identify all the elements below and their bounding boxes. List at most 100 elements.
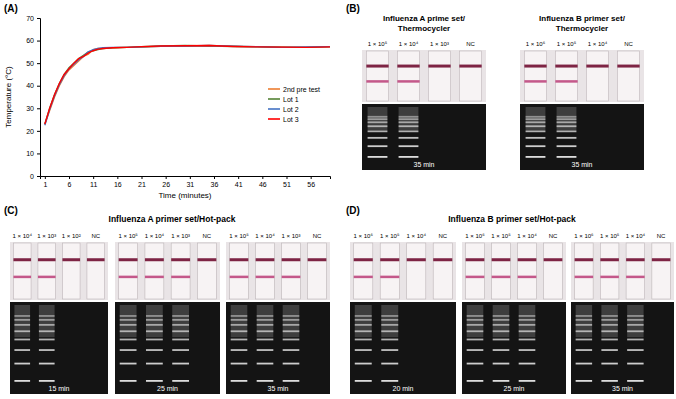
test-strip: [380, 243, 399, 299]
test-strip: [145, 243, 164, 299]
lane-label: 1 × 10³: [282, 233, 301, 239]
gel-band: [120, 319, 137, 321]
gel-band: [381, 363, 398, 365]
y-tick-mark: [37, 41, 40, 42]
gel-band: [146, 380, 163, 382]
test-strip: [197, 243, 216, 299]
lane-label: NC: [657, 233, 666, 239]
y-tick-label: 10: [26, 150, 34, 157]
gel-band: [368, 121, 388, 123]
gel-photo: [462, 302, 566, 394]
x-tick: 6: [68, 176, 72, 188]
gel-band: [519, 363, 536, 365]
gel-photo: [362, 104, 486, 170]
series-line: [45, 46, 330, 125]
gel-band: [519, 330, 536, 332]
strip-photo: [520, 50, 644, 102]
test-strip: [366, 51, 388, 101]
control-band: [62, 258, 80, 261]
gel-band: [120, 380, 137, 382]
lane-label: 1 × 10⁴: [255, 233, 275, 239]
gel-band: [557, 156, 577, 158]
gel-time: 35 min: [612, 385, 633, 392]
gel-band: [519, 315, 536, 317]
x-tick-label: 16: [114, 181, 122, 188]
panel: (B)Influenza A prime set/Thermocycler1 ×…: [346, 3, 644, 170]
strip-photo: [115, 242, 220, 300]
x-tick-mark: [166, 176, 167, 179]
gel-smear: [493, 305, 510, 337]
gel-smear: [601, 305, 617, 337]
gel-band: [519, 339, 536, 341]
x-tick-label: 6: [68, 181, 72, 188]
control-band: [230, 258, 249, 261]
gel-band: [283, 380, 300, 382]
y-tick-mark: [37, 108, 40, 109]
gel-band: [381, 339, 398, 341]
gel-time: 15 min: [48, 385, 69, 392]
x-tick: 11: [90, 176, 97, 188]
legend-swatch: [268, 118, 280, 120]
lane-label: 1 × 10⁴: [399, 41, 419, 47]
gel-band: [399, 125, 419, 127]
control-band: [145, 258, 164, 261]
lane-label: 1 × 10⁵: [229, 233, 249, 239]
x-tick-label: 26: [162, 181, 170, 188]
gel-band: [627, 380, 643, 382]
test-strip: [652, 243, 671, 299]
gel-band: [399, 130, 419, 132]
x-tick: 51: [283, 176, 291, 188]
test-band: [518, 276, 537, 279]
gel-band: [576, 319, 592, 321]
x-tick-mark: [287, 176, 288, 179]
gel-band: [601, 324, 617, 326]
test-band: [38, 276, 56, 279]
lane-label: NC: [624, 41, 633, 47]
gel-band: [601, 380, 617, 382]
x-tick-mark: [45, 176, 46, 179]
gel-smear: [381, 305, 398, 337]
gel-band: [231, 363, 248, 365]
control-band: [354, 258, 373, 261]
x-tick-label: 21: [138, 181, 146, 188]
test-strip: [433, 243, 452, 299]
legend-label: Lot 1: [283, 96, 299, 103]
lane-label: 1 × 10⁶: [574, 233, 594, 239]
y-tick: 20: [26, 128, 40, 135]
gel-smear: [14, 305, 30, 337]
gel-band: [146, 330, 163, 332]
test-strip: [38, 243, 56, 299]
legend-label: Lot 2: [283, 106, 299, 113]
group-title: Influenza B primer set/: [539, 14, 626, 23]
gel-band: [576, 315, 592, 317]
x-tick-label: 51: [283, 181, 291, 188]
panel-title: Influenza A primer set/Hot-pack: [109, 214, 236, 224]
x-tick: 26: [162, 176, 170, 188]
test-strip: [256, 243, 275, 299]
gel-time: 20 min: [392, 385, 413, 392]
gel-band: [355, 315, 372, 317]
gel-smear: [627, 305, 643, 337]
test-band: [397, 80, 419, 83]
gel-time: 35 min: [267, 385, 288, 392]
legend-swatch: [268, 98, 280, 100]
test-band: [555, 80, 577, 83]
group-title: Thermocycler: [556, 24, 608, 33]
gel-time: 35 min: [413, 161, 434, 168]
gel-band: [381, 349, 398, 351]
gel-band: [14, 349, 30, 351]
assay-group: 1 × 10⁴1 × 10³1 × 10²NC15 min: [10, 233, 108, 394]
gel-smear: [146, 305, 163, 337]
gel-smear: [576, 305, 592, 337]
test-band: [171, 276, 190, 279]
control-band: [256, 258, 275, 261]
gel-band: [493, 380, 510, 382]
x-tick-label: 46: [259, 181, 267, 188]
gel-time: 25 min: [157, 385, 178, 392]
gel-band: [231, 324, 248, 326]
x-tick-mark: [262, 176, 263, 179]
x-tick-label: 41: [235, 181, 243, 188]
gel-smear: [283, 305, 300, 337]
control-band: [600, 258, 619, 261]
test-band: [282, 276, 301, 279]
